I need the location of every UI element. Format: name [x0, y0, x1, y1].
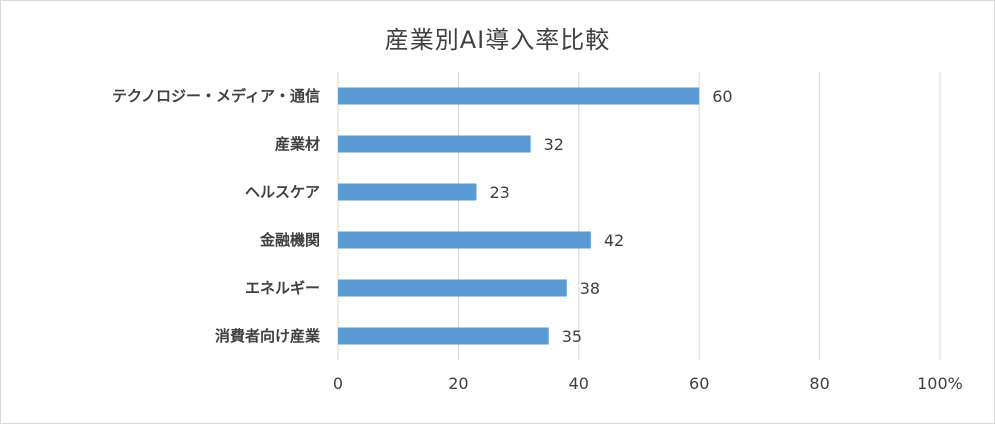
category-label: テクノロジー・メディア・通信: [112, 87, 320, 105]
bar: [338, 279, 567, 297]
labels: 0 20 40 60 80 100% テクノロジー・メディア・通信 60 産業材 32 ヘルスケア 2…: [112, 87, 963, 393]
data-label: 38: [580, 279, 600, 298]
bars: [338, 87, 700, 345]
category-label: エネルギー: [245, 279, 320, 297]
x-tick-label: 0: [333, 374, 343, 393]
data-label: 60: [712, 87, 732, 106]
bar: [338, 87, 700, 105]
data-label: 35: [562, 327, 582, 346]
gridlines: [337, 72, 941, 360]
category-label: ヘルスケア: [245, 183, 320, 201]
x-tick-label: 20: [448, 374, 468, 393]
category-label: 産業材: [275, 135, 320, 153]
data-label: 23: [489, 183, 509, 202]
bar: [338, 135, 531, 153]
category-label: 金融機関: [259, 231, 320, 249]
category-label: 消費者向け産業: [215, 327, 321, 345]
bar: [338, 183, 477, 201]
chart-title: 産業別AI導入率比較: [384, 26, 611, 54]
x-tick-label: 60: [689, 374, 709, 393]
bar: [338, 231, 591, 249]
x-tick-label: 40: [569, 374, 589, 393]
x-tick-label: 100%: [917, 374, 963, 393]
data-label: 42: [604, 231, 624, 250]
data-label: 32: [544, 135, 564, 154]
bar: [338, 327, 549, 345]
x-tick-label: 80: [809, 374, 829, 393]
